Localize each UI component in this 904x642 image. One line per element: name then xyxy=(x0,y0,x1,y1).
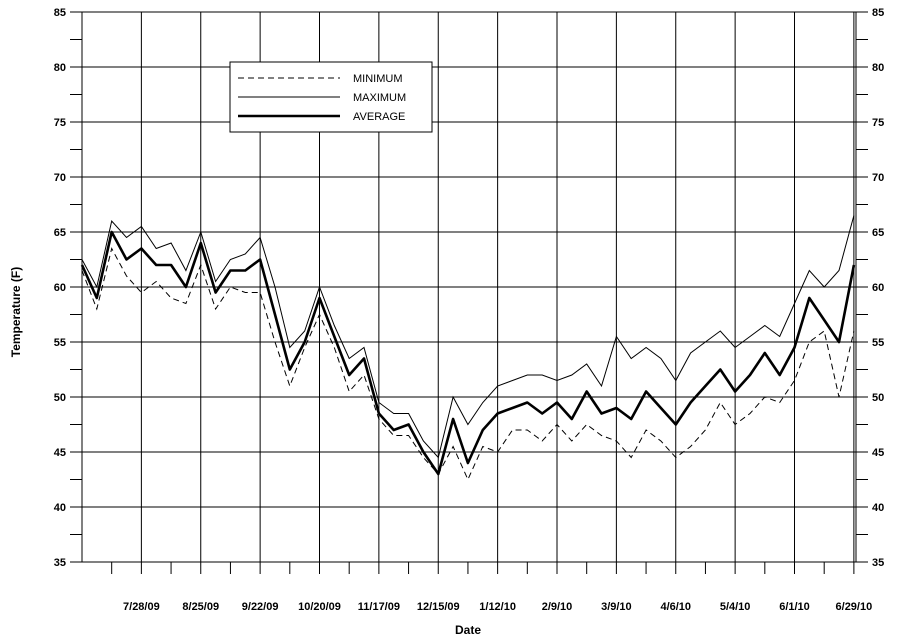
x-tick-label: 5/4/10 xyxy=(720,601,751,613)
series-line-average xyxy=(80,230,856,476)
x-axis-title: Date xyxy=(455,623,481,637)
y-tick-label-right: 65 xyxy=(872,227,884,239)
tick-labels: 35 35 40 40 45 45 50 50 55 55 60 60 65 65 70 70 75 75 80 80… xyxy=(54,7,885,613)
y-tick-label-left: 80 xyxy=(54,62,66,74)
x-tick-label: 6/1/10 xyxy=(779,601,810,613)
y-tick-label-left: 70 xyxy=(54,172,66,184)
y-tick-label-right: 55 xyxy=(872,337,884,349)
y-tick-label-right: 85 xyxy=(872,7,884,19)
x-tick-label: 3/9/10 xyxy=(601,601,632,613)
y-tick-label-left: 65 xyxy=(54,227,66,239)
plot-area-frame xyxy=(81,11,857,563)
y-tick-label-left: 50 xyxy=(54,392,66,404)
y-tick-label-right: 75 xyxy=(872,117,884,129)
x-tick-label: 1/12/10 xyxy=(479,601,516,613)
y-tick-label-right: 35 xyxy=(872,557,884,569)
series-lines xyxy=(80,215,856,481)
y-tick-label-right: 50 xyxy=(872,392,884,404)
y-tick-label-right: 80 xyxy=(872,62,884,74)
x-tick-label: 9/22/09 xyxy=(242,601,279,613)
x-tick-label: 7/28/09 xyxy=(123,601,160,613)
y-tick-label-left: 35 xyxy=(54,557,66,569)
y-tick-label-left: 45 xyxy=(54,447,66,459)
y-tick-label-right: 60 xyxy=(872,282,884,294)
y-tick-label-right: 70 xyxy=(872,172,884,184)
series-line-minimum xyxy=(81,247,855,481)
x-tick-label: 11/17/09 xyxy=(358,601,400,613)
y-tick-label-right: 40 xyxy=(872,502,884,514)
legend-label-average: AVERAGE xyxy=(353,111,405,123)
y-tick-label-left: 55 xyxy=(54,337,66,349)
y-tick-label-left: 85 xyxy=(54,7,66,19)
y-tick-label-right: 45 xyxy=(872,447,884,459)
series-line-maximum xyxy=(81,215,855,459)
legend: MINIMUM MAXIMUM AVERAGE xyxy=(229,61,433,133)
x-tick-label: 12/15/09 xyxy=(417,601,460,613)
legend-label-maximum: MAXIMUM xyxy=(353,92,406,104)
y-tick-label-left: 40 xyxy=(54,502,66,514)
y-tick-label-left: 75 xyxy=(54,117,66,129)
grid-lines xyxy=(82,11,856,563)
x-tick-label: 4/6/10 xyxy=(660,601,691,613)
x-tick-label: 10/20/09 xyxy=(298,601,341,613)
y-axis-title: Temperature (F) xyxy=(9,267,23,357)
x-tick-label: 8/25/09 xyxy=(182,601,219,613)
x-tick-label: 6/29/10 xyxy=(836,601,873,613)
axis-ticks xyxy=(70,11,868,574)
legend-label-minimum: MINIMUM xyxy=(353,73,403,85)
x-tick-label: 2/9/10 xyxy=(542,601,573,613)
y-tick-label-left: 60 xyxy=(54,282,66,294)
